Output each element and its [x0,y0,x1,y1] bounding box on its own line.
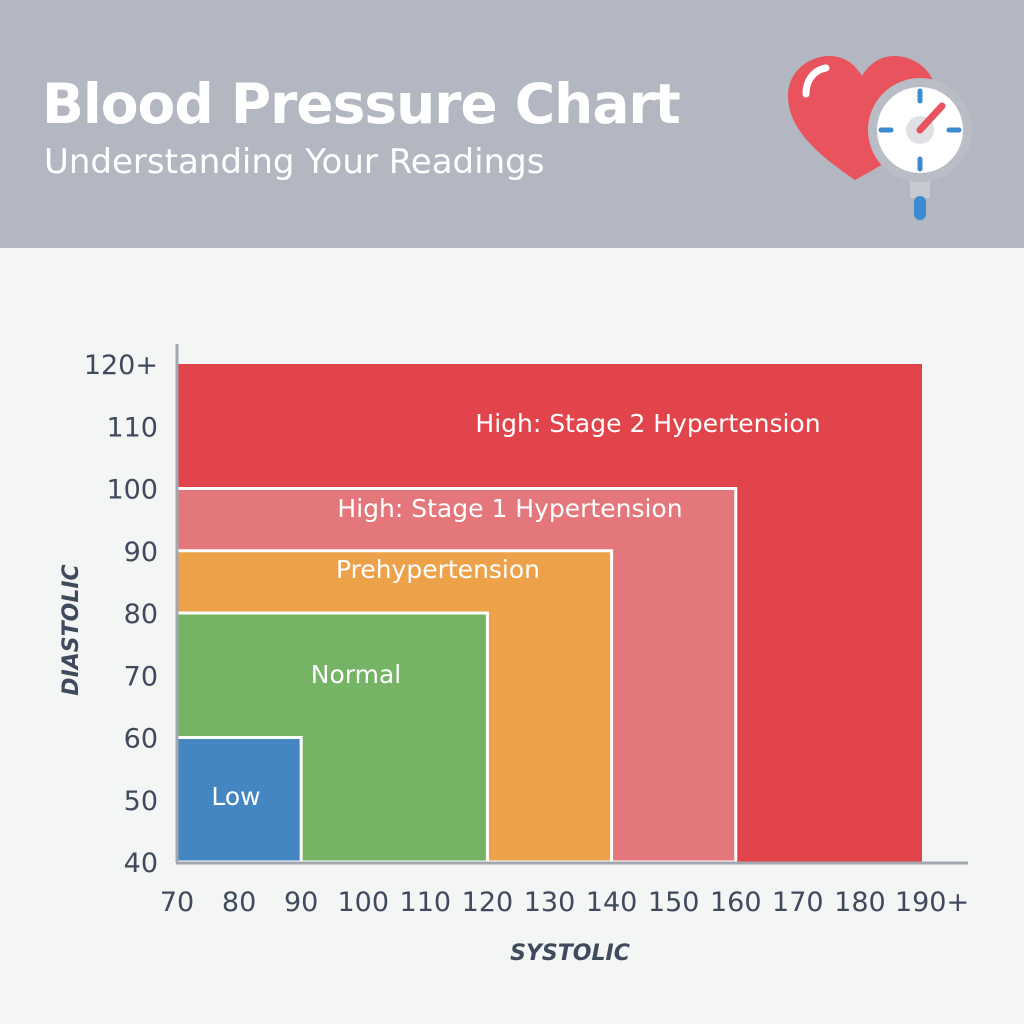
x-tick-label: 180 [834,887,886,918]
gauge-needle-icon [916,102,946,134]
y-axis-title: DIASTOLIC [59,564,84,695]
page-subtitle: Understanding Your Readings [44,142,545,182]
page-title: Blood Pressure Chart [42,72,681,136]
x-tick-label: 140 [586,887,638,918]
zone-label-normal: Normal [311,660,401,689]
x-tick-label: 110 [400,887,452,918]
x-tick-label: 90 [284,887,318,918]
y-tick-label: 80 [124,599,158,630]
heart-blood-pressure-gauge-icon [788,56,972,220]
zone-label-prehypertension: Prehypertension [336,555,540,584]
x-tick-label: 160 [710,887,762,918]
x-tick-label: 120 [462,887,514,918]
y-tick-label: 50 [124,786,158,817]
y-tick-label: 90 [124,537,158,568]
x-tick-label: 190+ [895,887,969,918]
x-tick-label: 170 [772,887,824,918]
y-tick-label: 40 [124,848,158,879]
x-tick-label: 80 [222,887,256,918]
y-tick-label: 110 [106,412,158,443]
y-tick-label: 100 [106,475,158,506]
x-axis-title: SYSTOLIC [510,941,630,966]
header-banner: Blood Pressure Chart Understanding Your … [0,0,1024,248]
x-tick-label: 150 [648,887,700,918]
zone-label-low: Low [211,782,260,811]
gauge-valve-icon [914,196,926,220]
zone-label-high-stage-2-hypertension: High: Stage 2 Hypertension [475,409,820,438]
y-tick-label: 60 [124,724,158,755]
zone-label-high-stage-1-hypertension: High: Stage 1 Hypertension [337,494,682,523]
heart-shine-icon [802,64,830,98]
y-tick-label: 120+ [84,350,158,381]
x-tick-label: 130 [524,887,576,918]
x-tick-label: 70 [160,887,194,918]
y-tick-label: 70 [124,661,158,692]
x-tick-label: 100 [337,887,389,918]
zone-low [175,736,303,864]
